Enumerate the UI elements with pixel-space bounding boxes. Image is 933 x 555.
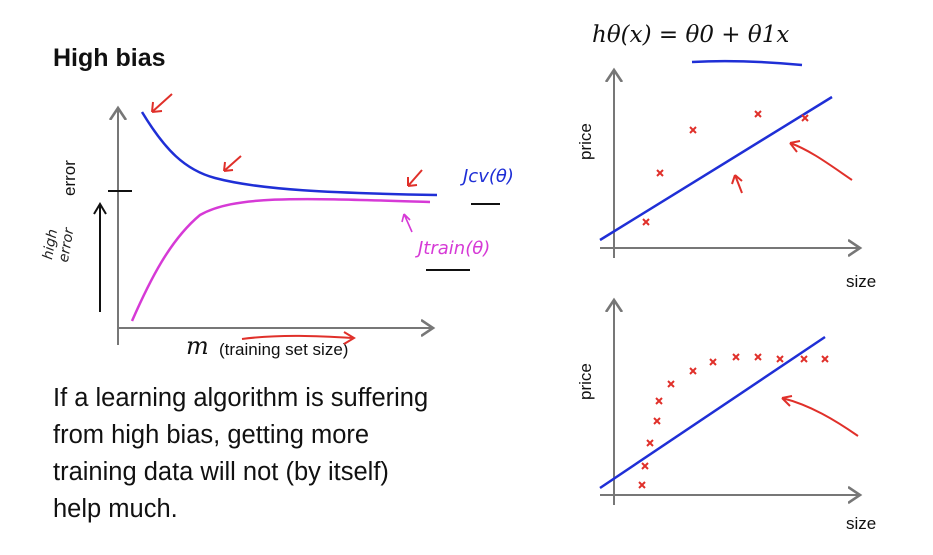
body-line-4: help much.	[53, 495, 178, 523]
bottom-fit-line	[599, 335, 826, 490]
body-line-3: training data will not (by itself)	[53, 458, 389, 486]
bottom-plot	[599, 300, 860, 505]
formula-text: hθ(x) = θ0 + θ1x	[592, 22, 790, 48]
bottom-plot-size-label: size	[846, 514, 877, 533]
red-annotations	[151, 93, 423, 345]
high-error-arrow	[93, 202, 107, 312]
body-line-1: If a learning algorithm is suffering	[53, 384, 429, 412]
body-text: If a learning algorithm is suffering fro…	[53, 380, 513, 528]
top-points	[642, 110, 809, 226]
train-curve-label: Jtrain(θ)	[418, 238, 491, 259]
body-line-2: from high bias, getting more	[53, 421, 370, 449]
top-fit-line	[599, 95, 833, 242]
bottom-points	[638, 353, 829, 489]
training-set-size-label: (training set size)	[219, 340, 349, 359]
cv-curve	[140, 111, 438, 197]
top-plot	[599, 70, 860, 258]
hypothesis-formula: hθ(x) = θ0 + θ1x	[592, 22, 789, 48]
cv-curve-label: Jcv(θ)	[463, 166, 514, 187]
formula-underline	[691, 59, 803, 67]
m-symbol: m	[186, 332, 209, 360]
top-plot-size-label: size	[846, 272, 877, 291]
slide-title: High bias	[53, 44, 166, 72]
train-curve	[130, 197, 431, 322]
